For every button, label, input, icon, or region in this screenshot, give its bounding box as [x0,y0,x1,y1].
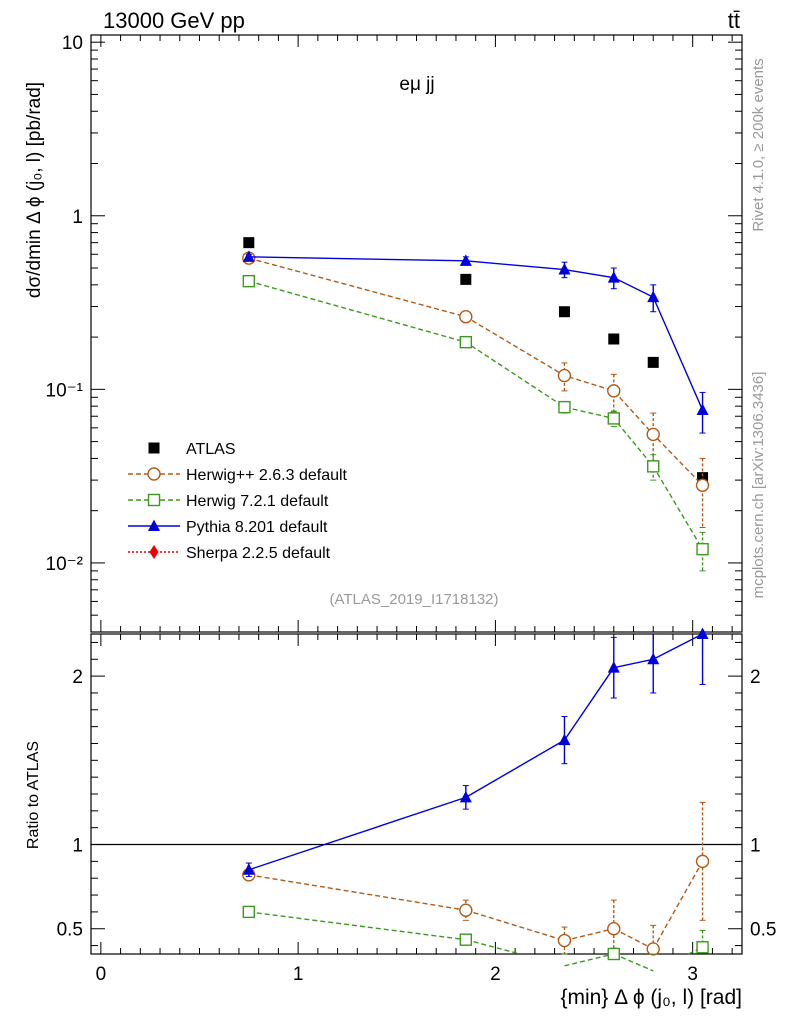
main-frame [90,34,743,633]
data-point [695,478,710,493]
main-series [242,237,710,572]
data-point [243,237,255,249]
series-line [248,280,704,550]
legend-label: Herwig++ 2.6.3 default [186,467,348,484]
legend-label: Sherpa 2.2.5 default [186,545,331,562]
ratio-point [607,947,620,961]
ratio-point [647,652,660,665]
ratio-frame [90,633,743,955]
ratio-point [558,733,571,746]
x-tick-label: 1 [293,964,304,985]
ratio-line [465,939,521,955]
data-point [696,403,709,416]
legend-marker [147,467,161,481]
ratio-tick-label: 0.5 [57,920,83,941]
x-axis-title: {min} Δ ϕ (j₀, l) [rad] [560,986,742,1009]
legend: ATLAS Herwig++ 2.6.3 default Herwig 7.2.1 … [128,441,348,562]
series-line [248,256,704,411]
data-point [608,333,620,345]
data-point [647,356,659,368]
ratio-line [465,739,565,798]
legend-label: Pythia 8.201 default [186,519,328,536]
data-point [242,274,256,288]
data-point [558,400,571,414]
legend-marker [148,442,160,454]
ratio-point [459,790,472,803]
ratio-line [248,796,467,871]
data-point [557,368,572,383]
ratio-line [564,953,614,967]
ratio-line [652,633,703,660]
mcplots-label: mcplots.cern.ch [arXiv:1306.3436] [750,372,767,599]
ratio-point [607,661,620,673]
rivet-label: Rivet 4.1.0, ≥ 200k events [750,58,767,231]
x-tick-label: 3 [687,964,698,985]
ratio-point [695,854,710,869]
y-tick-label: 10⁻¹ [46,380,84,401]
legend-marker [147,493,161,507]
ratio-line [564,928,614,942]
energy-label: 13000 GeV pp [103,8,245,33]
data-point [697,472,709,484]
legend-marker [148,519,160,531]
ratio-line [563,667,615,741]
ratio-tick-label: 1 [72,836,83,857]
series-line [248,257,704,486]
ratio-line [652,861,704,950]
ratio-line [248,874,466,911]
x-tick-label: 2 [490,964,501,985]
process-label: tt̄ [728,8,740,33]
ratio-line [613,658,654,669]
ratio-line [248,911,466,941]
y-tick-label: 10 [62,33,83,54]
tick-labels: 0 1 2 3 10 1 10⁻¹ 10⁻² 0.5 0.5 1 1 2 2 [46,33,777,985]
data-point [459,254,472,266]
data-point [607,384,621,398]
y-tick-label: 1 [72,207,83,228]
data-point [607,412,620,425]
data-point [459,310,473,324]
y-axis-title: dσ/dmin Δ ϕ (j₀, l) [pb/rad] [24,82,45,298]
data-point [607,271,620,283]
ratio-tick-label: 1 [750,836,761,857]
ratio-tick-label: 2 [750,667,761,688]
data-point [696,542,709,556]
ratio-tick-label: 0.5 [750,920,776,941]
ratio-point [646,942,660,956]
ratio-point [242,863,255,875]
analysis-id: (ATLAS_2019_I1718132) [329,591,498,608]
ratio-tick-label: 2 [72,667,83,688]
ratio-point [459,933,473,946]
data-point [242,250,255,262]
data-point [646,427,660,442]
data-point [558,306,570,318]
ratio-series [242,627,710,972]
x-tick-label: 0 [96,964,107,985]
ratio-y-axis-title: Ratio to ATLAS [25,741,42,849]
data-point [459,335,473,349]
data-point [558,263,571,275]
ratio-line [465,909,565,942]
ratio-point [696,941,709,954]
y-tick-label: 10⁻² [46,554,84,575]
data-point [647,290,660,303]
data-point [647,460,660,473]
ratio-point [459,903,473,917]
ratio-line [688,946,703,955]
ratio-point [607,922,621,936]
legend-label: ATLAS [186,441,236,458]
axis-ticks [91,35,742,954]
ratio-point [557,933,572,948]
ratio-line [613,928,654,950]
legend-label: Herwig 7.2.1 default [186,493,329,510]
ratio-point [696,627,709,639]
legend-marker [149,545,159,559]
data-point [460,273,472,285]
ratio-line [613,953,654,972]
ratio-point [242,905,256,919]
channel-label: eμ jj [399,74,434,95]
